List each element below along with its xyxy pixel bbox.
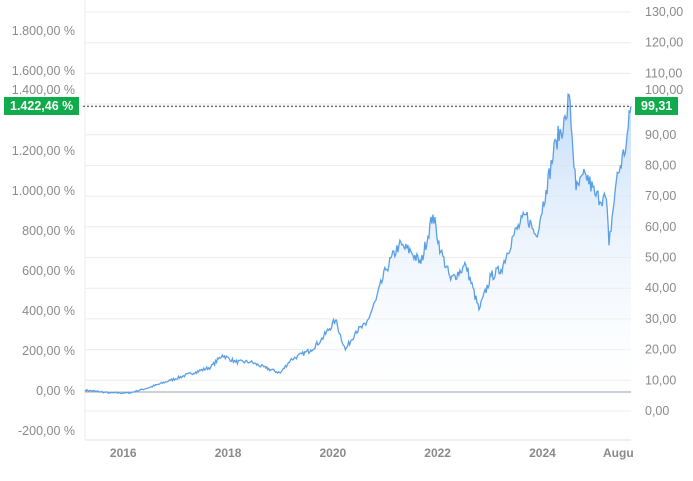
left-tick-label: 1.000,00 % [12,184,75,198]
x-tick-label: 2018 [215,446,242,460]
x-tick-label: 2016 [110,446,137,460]
right-tick-label: 30,00 [645,312,676,326]
left-tick-label: 800,00 % [22,224,75,238]
right-tick-label: 20,00 [645,343,676,357]
right-tick-label: 110,00 [645,66,682,80]
right-tick-label: 120,00 [645,36,683,50]
x-tick-label: Augu [603,446,634,460]
right-tick-label: 90,00 [645,128,676,142]
price-area [85,94,631,394]
right-tick-label: 10,00 [645,373,676,387]
left-tick-label: 1.800,00 % [12,24,75,38]
current-percent-badge: 1.422,46 % [4,97,80,116]
left-tick-label: 200,00 % [22,344,75,358]
right-tick-label: 50,00 [645,251,676,265]
left-tick-label: 1.600,00 % [12,64,75,78]
right-tick-label: 40,00 [645,281,676,295]
current-price-badge: 99,31 [635,97,679,116]
right-tick-label: 0,00 [645,404,669,418]
x-tick-label: 2022 [424,446,451,460]
x-tick-label: 2024 [529,446,556,460]
right-tick-label: 100,00 [645,83,683,97]
price-line [84,93,632,395]
right-tick-label: 60,00 [645,220,676,234]
right-tick-label: 70,00 [645,189,676,203]
x-tick-label: 2020 [319,446,346,460]
left-tick-label: 0,00 % [36,384,75,398]
right-tick-label: 130,00 [645,5,683,19]
left-tick-label: 600,00 % [22,264,75,278]
left-tick-label: -200,00 % [18,424,75,438]
right-tick-label: 80,00 [645,158,676,172]
left-tick-label: 400,00 % [22,304,75,318]
left-tick-label: 1.400,00 % [12,83,75,97]
left-tick-label: 1.200,00 % [12,144,75,158]
